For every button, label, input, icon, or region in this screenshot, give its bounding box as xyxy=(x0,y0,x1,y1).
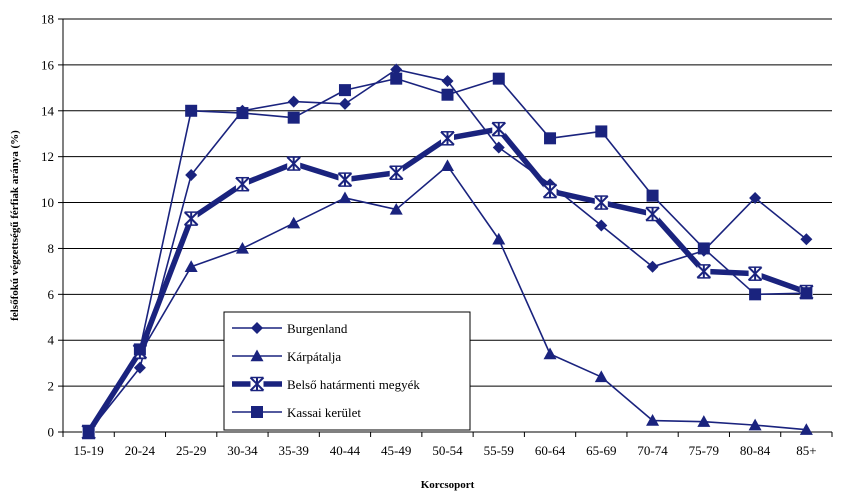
data-point-triangle xyxy=(184,260,198,272)
x-tick-label: 15-19 xyxy=(73,443,103,458)
data-point-square xyxy=(82,426,95,438)
x-tick-label: 45-49 xyxy=(381,443,411,458)
data-point-asterisk xyxy=(491,121,506,137)
data-point-square xyxy=(800,287,813,300)
data-point-square xyxy=(236,107,249,120)
legend-item: Burgenland xyxy=(232,321,348,336)
data-point-diamond xyxy=(338,97,351,110)
series-triangle xyxy=(82,159,813,438)
y-tick-label: 16 xyxy=(41,57,55,72)
y-tick-label: 4 xyxy=(48,333,55,348)
x-tick-label: 65-69 xyxy=(586,443,616,458)
y-tick-label: 2 xyxy=(48,379,55,394)
legend-item: Kárpátalja xyxy=(232,349,341,364)
data-point-triangle xyxy=(748,418,762,431)
y-tick-label: 8 xyxy=(48,241,55,256)
data-point-triangle xyxy=(543,347,557,360)
x-tick-label: 60-64 xyxy=(535,443,566,458)
data-point-triangle xyxy=(338,191,352,204)
x-axis-title: Korcsoport xyxy=(421,479,475,491)
data-point-triangle xyxy=(646,414,660,426)
data-point-diamond xyxy=(185,169,198,182)
data-point-asterisk xyxy=(183,211,199,226)
series-square xyxy=(82,72,813,438)
y-tick-label: 18 xyxy=(41,12,54,27)
legend-item: Belső határmenti megyék xyxy=(232,376,420,392)
x-tick-label: 50-54 xyxy=(432,443,463,458)
legend-label: Kassai kerület xyxy=(287,405,361,420)
data-point-diamond xyxy=(800,233,813,246)
y-tick-label: 10 xyxy=(41,195,54,210)
data-point-asterisk xyxy=(594,195,609,210)
data-point-asterisk xyxy=(249,376,265,392)
data-point-asterisk xyxy=(286,156,301,171)
data-point-triangle xyxy=(250,349,264,362)
data-point-square xyxy=(390,72,403,85)
x-tick-label: 85+ xyxy=(796,443,816,458)
data-point-triangle xyxy=(235,241,249,254)
x-tick-label: 70-74 xyxy=(637,443,668,458)
y-tick-label: 14 xyxy=(41,103,55,118)
legend-label: Belső határmenti megyék xyxy=(287,377,420,392)
data-point-square xyxy=(441,88,454,101)
legend-item: Kassai kerület xyxy=(232,405,361,420)
data-point-square xyxy=(287,111,300,124)
data-point-square xyxy=(338,84,351,97)
x-tick-label: 40-44 xyxy=(330,443,361,458)
axis-layer: 0 2 4 6 8 10 12 14 16 18 15-19 20-24 25-29 30-34 35-39… xyxy=(41,12,833,458)
data-point-diamond xyxy=(749,191,762,204)
data-point-square xyxy=(595,125,608,138)
data-point-asterisk xyxy=(337,172,353,187)
data-point-square xyxy=(544,132,557,145)
legend-label: Kárpátalja xyxy=(287,349,341,364)
data-point-asterisk xyxy=(747,266,763,281)
data-point-diamond xyxy=(390,63,403,76)
data-point-diamond xyxy=(441,74,454,87)
data-point-diamond xyxy=(133,361,146,374)
y-axis-title: felsőfokú végzettségű férfiak aránya (%) xyxy=(9,130,21,321)
data-point-triangle xyxy=(287,216,301,229)
data-point-asterisk xyxy=(542,183,558,199)
x-tick-label: 55-59 xyxy=(484,443,514,458)
y-tick-label: 6 xyxy=(48,287,55,302)
data-point-asterisk xyxy=(389,165,404,180)
data-point-triangle xyxy=(492,232,506,245)
data-point-triangle xyxy=(697,415,711,427)
data-point-asterisk xyxy=(645,206,660,222)
data-point-diamond xyxy=(646,260,659,273)
data-point-diamond xyxy=(595,219,608,232)
x-tick-label: 25-29 xyxy=(176,443,206,458)
x-tick-label: 75-79 xyxy=(689,443,719,458)
x-tick-label: 30-34 xyxy=(227,443,258,458)
y-tick-label: 0 xyxy=(48,425,55,440)
data-point-diamond xyxy=(287,95,300,108)
data-point-triangle xyxy=(594,370,608,383)
data-point-square xyxy=(185,104,198,117)
legend-box xyxy=(223,311,471,431)
data-point-square xyxy=(749,288,762,301)
data-point-triangle xyxy=(799,423,813,435)
data-point-square xyxy=(492,72,505,85)
data-point-triangle xyxy=(441,159,454,172)
x-tick-label: 20-24 xyxy=(125,443,156,458)
data-point-asterisk xyxy=(440,131,455,146)
x-tick-label: 80-84 xyxy=(740,443,771,458)
data-point-asterisk xyxy=(235,176,250,192)
legend: Burgenland Kárpátalja Belső határmenti meg… xyxy=(223,311,471,431)
data-point-triangle xyxy=(389,202,403,215)
data-point-asterisk xyxy=(696,264,712,279)
series-layer xyxy=(81,63,814,440)
data-point-diamond xyxy=(251,322,263,334)
y-tick-label: 12 xyxy=(41,149,54,164)
data-point-diamond xyxy=(492,141,505,154)
data-point-square xyxy=(133,343,146,356)
data-point-square xyxy=(646,189,659,202)
data-point-square xyxy=(697,242,710,255)
x-tick-label: 35-39 xyxy=(279,443,309,458)
data-point-square xyxy=(251,406,263,418)
legend-label: Burgenland xyxy=(287,321,348,336)
